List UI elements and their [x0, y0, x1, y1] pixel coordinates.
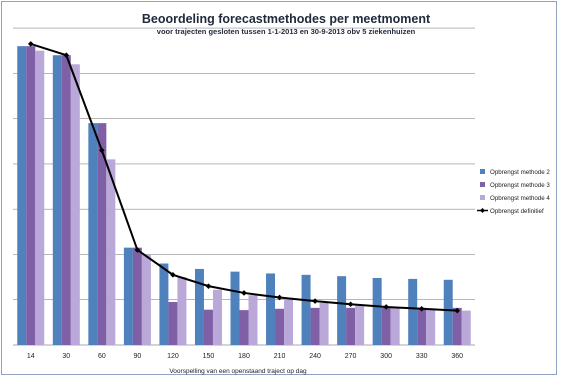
x-tick-330: 330	[416, 353, 428, 360]
line-point-360	[454, 307, 461, 314]
line-point-240	[312, 298, 318, 304]
legend-label-2: Opbrengst methode 3	[490, 182, 550, 189]
bar-2-210	[275, 308, 285, 345]
line-point-14	[27, 41, 34, 47]
chart-svg: Beoordeling forecastmethodes per meetmom…	[13, 12, 550, 375]
line-point-60	[99, 147, 105, 154]
bar-1-360	[443, 279, 453, 345]
bar-series	[17, 46, 471, 346]
bar-1-150	[194, 268, 204, 345]
legend: Opbrengst methode 2 Opbrengst methode 3 Op…	[477, 169, 550, 215]
line-point-150	[205, 283, 212, 289]
bar-1-30	[52, 55, 62, 345]
bar-2-150	[203, 309, 213, 345]
line-point-30	[63, 52, 70, 59]
bar-1-330	[408, 278, 418, 345]
bar-1-270	[337, 276, 347, 345]
x-tick-14: 14	[27, 353, 35, 360]
bar-3-150	[212, 289, 222, 345]
legend-label-3: Opbrengst methode 4	[490, 195, 550, 202]
x-tick-90: 90	[133, 353, 141, 360]
legend-swatch-3	[480, 195, 485, 200]
line-point-330	[418, 305, 425, 312]
bar-3-330	[426, 308, 436, 345]
line-point-90	[134, 247, 141, 253]
bar-2-14	[26, 46, 36, 346]
bar-1-60	[88, 123, 98, 345]
legend-label-1: Opbrengst methode 2	[490, 169, 550, 176]
bar-2-240	[310, 307, 320, 345]
bar-3-60	[106, 159, 116, 345]
bar-1-240	[301, 274, 311, 345]
chart-subtitle: voor trajecten gesloten tussen 1-1-2013 …	[157, 27, 416, 36]
bar-3-180	[248, 295, 258, 345]
x-tick-150: 150	[203, 353, 215, 360]
bar-3-300	[390, 306, 400, 345]
line-series	[27, 41, 461, 314]
bar-3-270	[355, 305, 365, 345]
x-tick-120: 120	[167, 353, 179, 360]
legend-swatch-1	[480, 169, 485, 174]
bar-1-180	[230, 271, 240, 345]
x-tick-180: 180	[238, 353, 250, 360]
chart-title: Beoordeling forecastmethodes per meetmom…	[142, 12, 431, 26]
bar-3-120	[177, 277, 187, 345]
bar-3-240	[319, 302, 329, 345]
bar-1-210	[266, 273, 276, 345]
bar-2-30	[61, 55, 71, 345]
x-tick-labels: 14 30 60 90 120 150 180 210 240 270 300 330 360	[27, 353, 463, 360]
chart-frame: Beoordeling forecastmethodes per meetmom…	[1, 1, 557, 375]
bar-2-120	[168, 301, 178, 345]
bar-1-300	[372, 277, 382, 345]
bar-2-300	[381, 307, 391, 345]
bar-2-60	[97, 123, 107, 345]
bar-3-90	[141, 254, 151, 345]
line-point-300	[383, 304, 389, 310]
line-point-180	[241, 290, 247, 296]
x-tick-270: 270	[345, 353, 357, 360]
bar-3-30	[70, 64, 80, 346]
x-tick-360: 360	[451, 353, 463, 360]
line-point-270	[347, 301, 354, 308]
x-tick-60: 60	[98, 353, 106, 360]
bar-2-360	[452, 307, 462, 345]
line-point-120	[170, 272, 176, 278]
x-axis-label: Voorspelling van een openstaand traject …	[169, 368, 307, 375]
legend-label-4: Opbrengst definitief	[490, 208, 544, 215]
x-tick-210: 210	[274, 353, 286, 360]
bar-3-360	[461, 310, 471, 345]
x-tick-300: 300	[380, 353, 392, 360]
bar-3-210	[284, 299, 294, 345]
bar-1-120	[159, 263, 169, 345]
legend-swatch-2	[480, 182, 485, 187]
x-tick-240: 240	[309, 353, 321, 360]
bar-3-14	[35, 50, 45, 345]
x-tick-30: 30	[62, 353, 70, 360]
bar-1-14	[17, 46, 27, 346]
bar-1-90	[123, 247, 133, 345]
line-point-210	[276, 294, 283, 301]
legend-line-marker	[480, 208, 485, 213]
bar-2-330	[417, 307, 427, 345]
bar-2-90	[132, 247, 142, 345]
bar-2-180	[239, 310, 249, 345]
gridlines	[13, 27, 475, 346]
bar-2-270	[346, 307, 356, 345]
